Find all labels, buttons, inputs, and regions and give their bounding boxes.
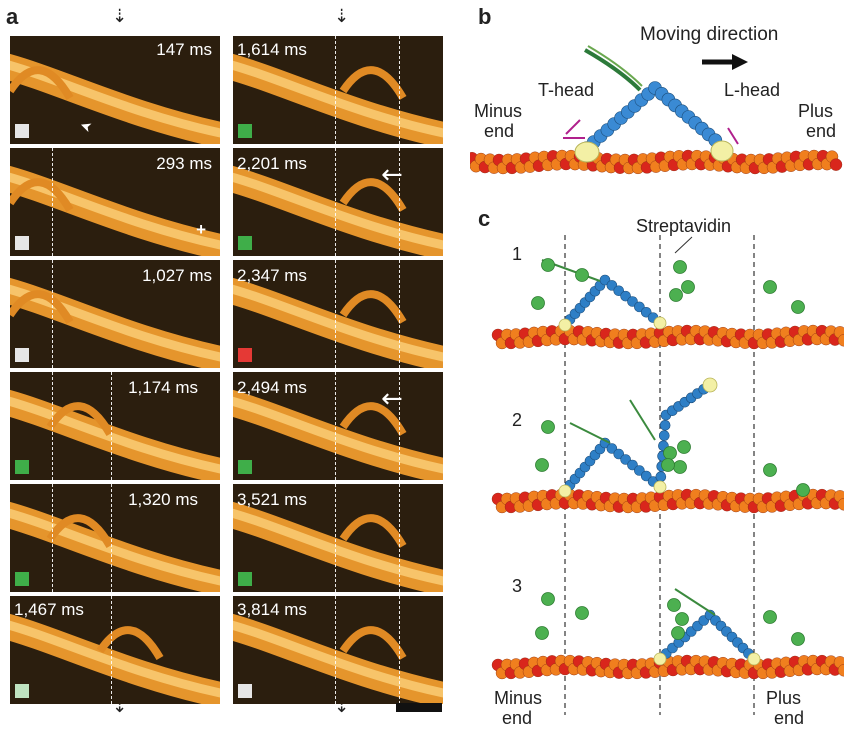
timestamp-label: 1,027 ms bbox=[142, 266, 212, 285]
minus-label-b: Minus bbox=[474, 101, 523, 121]
minus-label-c: Minus bbox=[494, 688, 543, 708]
state-indicator bbox=[15, 236, 29, 250]
timestamp-label: 2,201 ms bbox=[237, 154, 307, 173]
timestamp-label: 147 ms bbox=[156, 40, 212, 59]
timestamp-label: 3,814 ms bbox=[237, 600, 307, 619]
dashed-marker bbox=[399, 260, 400, 368]
afm-frame: 1,027 ms bbox=[10, 260, 220, 368]
dashed-marker bbox=[52, 372, 53, 480]
step-3-label: 3 bbox=[512, 576, 523, 596]
afm-frame: 3,814 ms bbox=[233, 596, 443, 704]
minus-end-label-b: end bbox=[484, 121, 515, 141]
state-indicator bbox=[15, 684, 29, 698]
dashed-marker bbox=[399, 596, 400, 704]
plus-end-label-b: end bbox=[806, 121, 837, 141]
dashed-marker bbox=[335, 484, 336, 592]
plus-end-label-c: end bbox=[774, 708, 805, 728]
afm-frame: 293 ms + bbox=[10, 148, 220, 256]
left-arrow-icon: ← bbox=[381, 160, 403, 190]
panel-b-diagram bbox=[470, 45, 843, 175]
state-indicator bbox=[15, 348, 29, 362]
state-indicator bbox=[15, 460, 29, 474]
t-head-label: T-head bbox=[538, 80, 595, 100]
panel-label-b: b bbox=[478, 4, 492, 29]
dashed-marker bbox=[52, 148, 53, 256]
actin-filament bbox=[233, 596, 443, 704]
step-2-label: 2 bbox=[512, 410, 523, 430]
actin-filament bbox=[233, 148, 443, 256]
timestamp-label: 1,467 ms bbox=[14, 600, 84, 619]
timestamp-label: 1,174 ms bbox=[128, 378, 198, 397]
dashed-marker bbox=[335, 596, 336, 704]
state-indicator bbox=[238, 460, 252, 474]
actin-filament bbox=[10, 372, 220, 480]
actin-filament bbox=[10, 596, 220, 704]
step-1-label: 1 bbox=[512, 244, 523, 264]
afm-frame: 1,614 ms bbox=[233, 36, 443, 144]
l-head-label: L-head bbox=[724, 80, 781, 100]
dashed-marker bbox=[335, 148, 336, 256]
down-arrow-icon: ⇣ bbox=[112, 6, 128, 27]
afm-frame: 2,201 ms ← bbox=[233, 148, 443, 256]
dashed-marker bbox=[335, 36, 336, 144]
dashed-marker bbox=[111, 372, 112, 480]
actin-filament bbox=[10, 148, 220, 256]
timestamp-label: 293 ms bbox=[156, 154, 212, 173]
state-indicator bbox=[15, 124, 29, 138]
dashed-marker bbox=[335, 372, 336, 480]
afm-frame: 1,467 ms bbox=[10, 596, 220, 704]
down-arrow-icon: ⇣ bbox=[334, 6, 350, 27]
state-indicator bbox=[15, 572, 29, 586]
state-indicator bbox=[238, 348, 252, 362]
moving-direction-label: Moving direction bbox=[640, 24, 779, 45]
dashed-marker bbox=[111, 596, 112, 704]
minus-end-label-c: end bbox=[502, 708, 533, 728]
panel-label-a: a bbox=[6, 4, 19, 29]
panel-c-diagram bbox=[491, 235, 844, 715]
dashed-marker bbox=[52, 484, 53, 592]
state-indicator bbox=[238, 124, 252, 138]
scale-bar bbox=[396, 703, 442, 712]
panel-label-c: c bbox=[478, 206, 491, 231]
actin-filament bbox=[233, 372, 443, 480]
state-indicator bbox=[238, 572, 252, 586]
dashed-marker bbox=[52, 260, 53, 368]
plus-label-c: Plus bbox=[766, 688, 802, 708]
afm-frame: 1,174 ms bbox=[10, 372, 220, 480]
streptavidin-label: Streptavidin bbox=[636, 216, 732, 236]
timestamp-label: 1,614 ms bbox=[237, 40, 307, 59]
dashed-marker bbox=[111, 484, 112, 592]
afm-frame: 2,347 ms bbox=[233, 260, 443, 368]
plus-label-b: Plus bbox=[798, 101, 834, 121]
timestamp-label: 2,494 ms bbox=[237, 378, 307, 397]
dashed-marker bbox=[399, 36, 400, 144]
afm-frame: 2,494 ms ← bbox=[233, 372, 443, 480]
timestamp-label: 2,347 ms bbox=[237, 266, 307, 285]
actin-filament bbox=[233, 484, 443, 592]
dashed-marker bbox=[335, 260, 336, 368]
actin-filament bbox=[233, 36, 443, 144]
actin-filament bbox=[233, 260, 443, 368]
state-indicator bbox=[238, 684, 252, 698]
timestamp-label: 3,521 ms bbox=[237, 490, 307, 509]
afm-frame: 1,320 ms bbox=[10, 484, 220, 592]
afm-frame: 147 ms ➤ bbox=[10, 36, 220, 144]
dashed-marker bbox=[399, 372, 400, 480]
dashed-marker bbox=[399, 148, 400, 256]
state-indicator bbox=[238, 236, 252, 250]
timestamp-label: 1,320 ms bbox=[128, 490, 198, 509]
afm-frame: 3,521 ms bbox=[233, 484, 443, 592]
dashed-marker bbox=[399, 484, 400, 592]
actin-filament bbox=[10, 260, 220, 368]
actin-filament bbox=[10, 484, 220, 592]
plus-end-marker: + bbox=[196, 220, 206, 239]
left-arrow-icon: ← bbox=[381, 384, 403, 414]
actin-filament bbox=[10, 36, 220, 144]
